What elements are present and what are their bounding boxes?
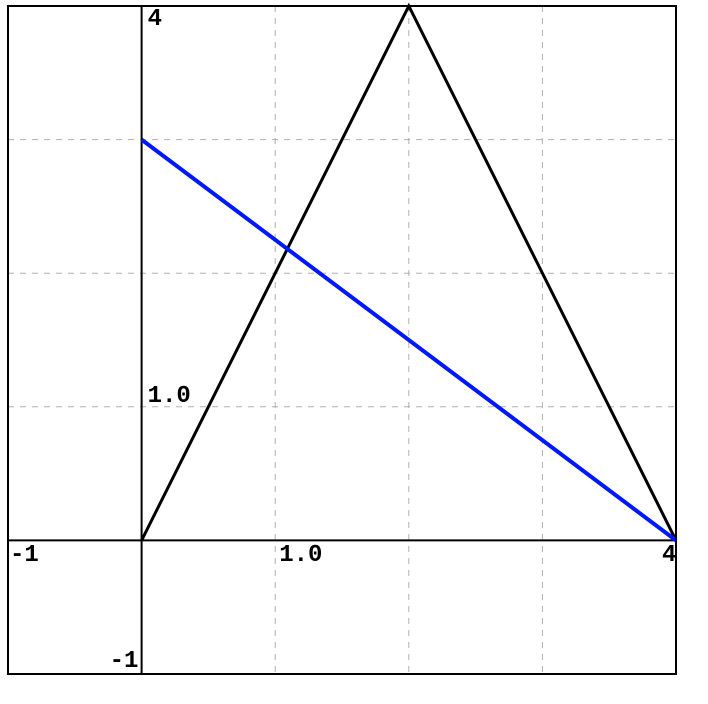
x-tick-label: 1.0 <box>279 542 322 569</box>
x-tick-label: -1 <box>10 542 39 569</box>
y-tick-label: 4 <box>148 6 162 33</box>
x-tick-label: 4 <box>662 542 676 569</box>
chart-container: -1 1.0 4 -1 1.0 4 <box>0 0 708 704</box>
y-tick-label: 1.0 <box>148 383 191 410</box>
y-tick-label: -1 <box>110 648 139 675</box>
chart-svg <box>0 0 708 704</box>
